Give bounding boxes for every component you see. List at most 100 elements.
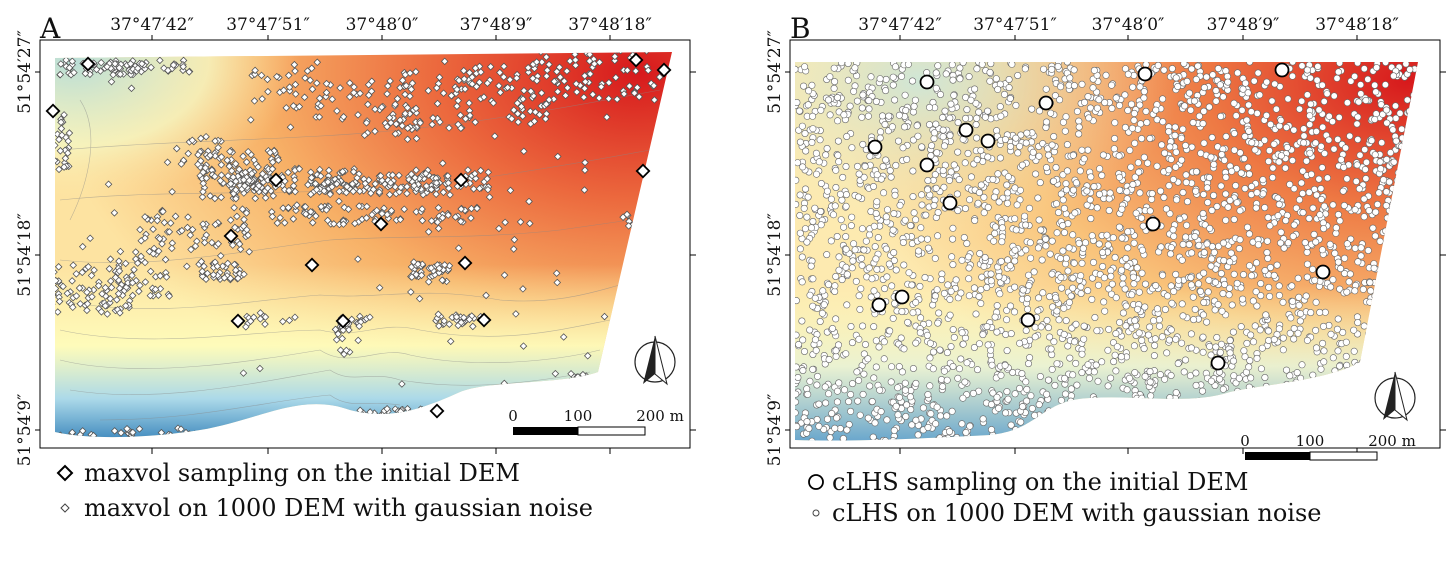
sample-circle <box>979 415 987 423</box>
sample-diamond <box>209 270 218 279</box>
sample-diamond <box>383 122 391 131</box>
sample-circle <box>1006 95 1014 103</box>
sample-circle <box>1217 182 1225 190</box>
sample-circle <box>1374 200 1382 208</box>
sample-circle <box>860 350 868 358</box>
sample-circle <box>1265 147 1273 155</box>
sample-circle <box>865 231 873 239</box>
sample-diamond <box>542 100 551 108</box>
sample-diamond <box>613 52 622 54</box>
sample-diamond <box>216 252 225 260</box>
sample-diamond <box>156 285 165 293</box>
sample-circle <box>947 168 955 176</box>
sample-circle <box>939 126 947 134</box>
sample-diamond <box>339 220 348 228</box>
sample-circle <box>1191 424 1199 432</box>
sample-circle <box>1298 97 1306 105</box>
sample-circle <box>795 423 801 431</box>
sample-diamond <box>403 103 412 112</box>
sample-circle <box>864 355 872 363</box>
sample-diamond <box>412 104 420 113</box>
sample-circle <box>1371 415 1379 423</box>
sample-diamond <box>501 218 509 227</box>
sample-circle <box>1216 81 1224 89</box>
sample-circle <box>1248 272 1256 280</box>
scalebar-label: 100 <box>564 407 593 425</box>
sample-circle <box>1351 244 1359 252</box>
sample-circle <box>1135 168 1143 176</box>
sample-circle <box>993 302 1001 310</box>
sample-circle <box>1324 430 1332 438</box>
sample-diamond <box>199 188 207 196</box>
sample-circle <box>1264 214 1272 222</box>
sample-circle <box>1046 293 1054 301</box>
sample-diamond <box>107 283 116 292</box>
sample-diamond <box>268 208 276 216</box>
sample-diamond <box>86 234 94 243</box>
sample-diamond <box>519 285 527 293</box>
sample-circle <box>1300 125 1308 133</box>
sample-circle <box>1212 87 1220 95</box>
sample-circle <box>939 133 947 141</box>
sample-circle <box>1127 163 1135 171</box>
sample-diamond <box>432 174 440 183</box>
sample-diamond <box>59 282 67 291</box>
sample-circle <box>1208 432 1216 440</box>
sample-diamond <box>469 322 477 331</box>
sample-diamond <box>611 52 619 61</box>
sample-diamond <box>232 177 240 186</box>
sample-circle <box>1121 433 1129 441</box>
sample-circle <box>965 275 973 283</box>
sample-diamond <box>418 216 427 225</box>
sample-circle <box>931 292 939 300</box>
sample-circle <box>1310 230 1318 238</box>
sample-diamond <box>371 127 379 136</box>
lat-tick-label: 51°54′9″ <box>15 394 35 467</box>
sample-circle <box>1172 163 1180 171</box>
sample-circle <box>1369 362 1377 370</box>
sample-circle <box>1245 363 1253 371</box>
sample-circle <box>936 434 944 441</box>
sample-diamond <box>429 114 437 122</box>
sample-circle <box>1126 399 1134 407</box>
sample-circle <box>1213 333 1221 341</box>
sample-diamond <box>461 85 469 93</box>
sample-circle <box>795 297 800 305</box>
sample-circle <box>1275 158 1283 166</box>
sample-circle <box>1179 125 1187 133</box>
sample-circle <box>1207 351 1215 359</box>
sample-diamond <box>80 56 96 72</box>
sample-circle <box>1375 189 1383 197</box>
sample-circle <box>1331 367 1339 375</box>
sample-circle <box>798 317 806 325</box>
sample-circle <box>1217 112 1225 120</box>
panel-letter: B <box>790 12 811 45</box>
sample-circle <box>844 76 852 84</box>
sample-diamond <box>351 219 359 228</box>
sample-circle <box>1051 381 1059 389</box>
sample-circle <box>1384 301 1392 309</box>
sample-circle <box>1386 334 1394 342</box>
sample-circle <box>1237 323 1245 331</box>
sample-circle <box>1312 383 1320 391</box>
sample-circle <box>921 273 929 281</box>
sample-circle <box>1320 347 1328 355</box>
sample-circle <box>958 329 966 337</box>
sample-circle <box>1200 139 1208 147</box>
sample-diamond <box>456 111 465 119</box>
sample-diamond <box>628 52 644 68</box>
sample-circle <box>1006 143 1014 151</box>
sample-circle <box>1146 135 1154 143</box>
sample-circle <box>854 397 862 405</box>
sample-circle <box>1207 262 1215 270</box>
sample-circle <box>1329 276 1337 284</box>
sample-circle <box>1345 278 1353 286</box>
sample-circle <box>843 426 851 434</box>
sample-circle <box>1405 235 1413 243</box>
sample-diamond <box>68 303 77 312</box>
sample-diamond <box>446 191 454 199</box>
sample-circle <box>911 96 919 104</box>
sample-circle <box>1031 411 1039 419</box>
sample-circle <box>1130 71 1138 79</box>
sample-diamond <box>322 79 331 88</box>
